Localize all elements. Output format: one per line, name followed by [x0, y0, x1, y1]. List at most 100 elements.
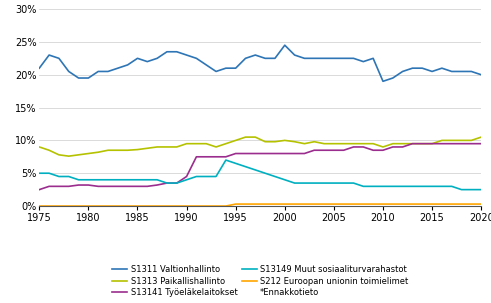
S13141 Työeläkelaitokset	[223, 155, 229, 159]
S1313 Paikallishallinto	[125, 148, 131, 152]
S13149 Muut sosiaaliturvarahastot	[351, 181, 356, 185]
S1313 Paikallishallinto	[154, 145, 160, 149]
S13149 Muut sosiaaliturvarahastot	[135, 178, 140, 181]
S1313 Paikallishallinto	[331, 142, 337, 145]
S1311 Valtionhallinto	[449, 70, 455, 73]
S1311 Valtionhallinto	[459, 70, 464, 73]
S212 Euroopan unionin toimielimet	[223, 204, 229, 208]
S212 Euroopan unionin toimielimet	[331, 202, 337, 206]
S13141 Työeläkelaitokset	[66, 185, 72, 188]
S1311 Valtionhallinto	[390, 76, 396, 80]
S13141 Työeläkelaitokset	[115, 185, 121, 188]
S13141 Työeläkelaitokset	[95, 185, 101, 188]
S212 Euroopan unionin toimielimet	[233, 202, 239, 206]
S212 Euroopan unionin toimielimet	[292, 202, 298, 206]
S13141 Työeläkelaitokset	[380, 148, 386, 152]
S1311 Valtionhallinto	[468, 70, 474, 73]
S1313 Paikallishallinto	[233, 138, 239, 142]
S212 Euroopan unionin toimielimet	[154, 204, 160, 208]
S13141 Työeläkelaitokset	[36, 188, 42, 191]
S13141 Työeläkelaitokset	[243, 152, 248, 155]
S1313 Paikallishallinto	[439, 138, 445, 142]
S1311 Valtionhallinto	[36, 66, 42, 70]
S13141 Työeläkelaitokset	[213, 155, 219, 159]
S13149 Muut sosiaaliturvarahastot	[125, 178, 131, 181]
S13141 Työeläkelaitokset	[390, 145, 396, 149]
S1313 Paikallishallinto	[419, 142, 425, 145]
S1311 Valtionhallinto	[154, 57, 160, 60]
Line: S13149 Muut sosiaaliturvarahastot: S13149 Muut sosiaaliturvarahastot	[39, 160, 481, 190]
S212 Euroopan unionin toimielimet	[262, 202, 268, 206]
S212 Euroopan unionin toimielimet	[419, 202, 425, 206]
S212 Euroopan unionin toimielimet	[272, 202, 278, 206]
S1311 Valtionhallinto	[46, 53, 52, 57]
S212 Euroopan unionin toimielimet	[252, 202, 258, 206]
S13149 Muut sosiaaliturvarahastot	[459, 188, 464, 191]
S212 Euroopan unionin toimielimet	[36, 204, 42, 208]
S212 Euroopan unionin toimielimet	[105, 204, 111, 208]
S1311 Valtionhallinto	[115, 66, 121, 70]
S13141 Työeläkelaitokset	[144, 185, 150, 188]
S1313 Paikallishallinto	[36, 145, 42, 149]
S13149 Muut sosiaaliturvarahastot	[174, 181, 180, 185]
S1311 Valtionhallinto	[184, 53, 190, 57]
S1311 Valtionhallinto	[400, 70, 406, 73]
S13141 Työeläkelaitokset	[321, 148, 327, 152]
S13149 Muut sosiaaliturvarahastot	[409, 185, 415, 188]
S1313 Paikallishallinto	[390, 142, 396, 145]
S1311 Valtionhallinto	[370, 57, 376, 60]
S13141 Työeläkelaitokset	[400, 145, 406, 149]
S1311 Valtionhallinto	[135, 57, 140, 60]
S212 Euroopan unionin toimielimet	[46, 204, 52, 208]
S212 Euroopan unionin toimielimet	[360, 202, 366, 206]
S1311 Valtionhallinto	[85, 76, 91, 80]
S13149 Muut sosiaaliturvarahastot	[331, 181, 337, 185]
S13149 Muut sosiaaliturvarahastot	[272, 175, 278, 178]
S212 Euroopan unionin toimielimet	[95, 204, 101, 208]
S1313 Paikallishallinto	[311, 140, 317, 144]
S13149 Muut sosiaaliturvarahastot	[115, 178, 121, 181]
S1313 Paikallishallinto	[292, 140, 298, 144]
S1313 Paikallishallinto	[243, 135, 248, 139]
S13149 Muut sosiaaliturvarahastot	[400, 185, 406, 188]
S1311 Valtionhallinto	[272, 57, 278, 60]
S13141 Työeläkelaitokset	[135, 185, 140, 188]
S13141 Työeläkelaitokset	[233, 152, 239, 155]
S1311 Valtionhallinto	[243, 57, 248, 60]
S1311 Valtionhallinto	[125, 63, 131, 67]
S13149 Muut sosiaaliturvarahastot	[36, 171, 42, 175]
S212 Euroopan unionin toimielimet	[76, 204, 82, 208]
S13149 Muut sosiaaliturvarahastot	[243, 165, 248, 168]
S212 Euroopan unionin toimielimet	[66, 204, 72, 208]
Line: S1311 Valtionhallinto: S1311 Valtionhallinto	[39, 45, 481, 81]
Line: S1313 Paikallishallinto: S1313 Paikallishallinto	[39, 137, 481, 156]
S1313 Paikallishallinto	[105, 148, 111, 152]
S212 Euroopan unionin toimielimet	[193, 204, 199, 208]
S13149 Muut sosiaaliturvarahastot	[95, 178, 101, 181]
S13149 Muut sosiaaliturvarahastot	[478, 188, 484, 191]
S13149 Muut sosiaaliturvarahastot	[262, 171, 268, 175]
S1311 Valtionhallinto	[311, 57, 317, 60]
S1311 Valtionhallinto	[321, 57, 327, 60]
S13141 Työeläkelaitokset	[360, 145, 366, 149]
S13149 Muut sosiaaliturvarahastot	[193, 175, 199, 178]
Line: S212 Euroopan unionin toimielimet: S212 Euroopan unionin toimielimet	[39, 204, 481, 206]
S1313 Paikallishallinto	[184, 142, 190, 145]
S13149 Muut sosiaaliturvarahastot	[360, 185, 366, 188]
S1313 Paikallishallinto	[429, 142, 435, 145]
S13141 Työeläkelaitokset	[193, 155, 199, 159]
S1313 Paikallishallinto	[409, 142, 415, 145]
S1311 Valtionhallinto	[419, 66, 425, 70]
S212 Euroopan unionin toimielimet	[429, 202, 435, 206]
S1311 Valtionhallinto	[439, 66, 445, 70]
S212 Euroopan unionin toimielimet	[213, 204, 219, 208]
S212 Euroopan unionin toimielimet	[164, 204, 170, 208]
S212 Euroopan unionin toimielimet	[370, 202, 376, 206]
S212 Euroopan unionin toimielimet	[135, 204, 140, 208]
S13149 Muut sosiaaliturvarahastot	[105, 178, 111, 181]
S1311 Valtionhallinto	[478, 73, 484, 77]
S1313 Paikallishallinto	[468, 138, 474, 142]
S212 Euroopan unionin toimielimet	[203, 204, 209, 208]
S1313 Paikallishallinto	[76, 153, 82, 157]
S13149 Muut sosiaaliturvarahastot	[252, 168, 258, 172]
